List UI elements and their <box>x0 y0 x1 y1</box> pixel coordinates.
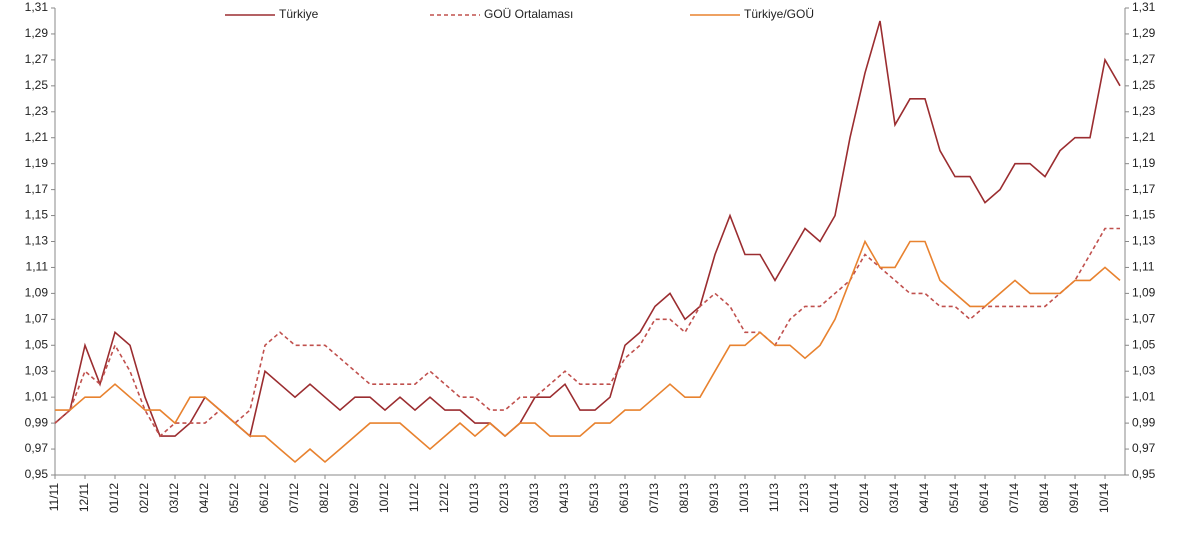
y2-tick-label: 1,23 <box>1132 104 1156 118</box>
x-tick-label: 11/11 <box>47 483 61 512</box>
x-tick-label: 04/13 <box>557 483 571 513</box>
series-line <box>55 239 1121 464</box>
y-tick-label: 1,07 <box>25 312 49 326</box>
x-tick-label: 02/12 <box>137 483 151 513</box>
y-tick-label: 1,23 <box>25 104 49 118</box>
x-tick-label: 08/14 <box>1037 483 1051 513</box>
x-tick-label: 11/13 <box>767 483 781 512</box>
x-tick-label: 07/13 <box>647 483 661 513</box>
x-tick-label: 09/13 <box>707 483 721 513</box>
y-tick-label: 1,15 <box>25 208 49 222</box>
x-tick-label: 07/12 <box>287 483 301 513</box>
y-tick-label: 1,31 <box>25 0 49 14</box>
x-tick-label: 06/13 <box>617 483 631 513</box>
x-tick-label: 05/14 <box>947 483 961 513</box>
y2-tick-label: 1,27 <box>1132 52 1156 66</box>
x-tick-label: 09/12 <box>347 483 361 513</box>
x-tick-label: 06/14 <box>977 483 991 513</box>
y2-tick-label: 1,03 <box>1132 363 1156 377</box>
x-tick-label: 12/12 <box>437 483 451 513</box>
x-tick-label: 03/14 <box>887 483 901 513</box>
y2-tick-label: 1,13 <box>1132 234 1156 248</box>
y2-tick-label: 1,15 <box>1132 208 1156 222</box>
x-tick-label: 02/14 <box>857 483 871 513</box>
x-tick-label: 05/12 <box>227 483 241 513</box>
x-tick-label: 02/13 <box>497 483 511 513</box>
x-tick-label: 10/14 <box>1097 483 1111 513</box>
x-tick-label: 05/13 <box>587 483 601 513</box>
legend-label: Türkiye/GOÜ <box>744 7 814 21</box>
x-tick-label: 12/11 <box>77 483 91 512</box>
y-tick-label: 0,95 <box>25 467 49 481</box>
y-tick-label: 1,05 <box>25 337 49 351</box>
y2-tick-label: 0,97 <box>1132 441 1156 455</box>
x-tick-label: 10/13 <box>737 483 751 513</box>
y2-tick-label: 0,95 <box>1132 467 1156 481</box>
y2-tick-label: 1,09 <box>1132 286 1156 300</box>
y-tick-label: 1,09 <box>25 286 49 300</box>
x-tick-label: 12/13 <box>797 483 811 513</box>
x-tick-label: 03/13 <box>527 483 541 513</box>
y-tick-label: 1,01 <box>25 389 49 403</box>
y-tick-label: 1,27 <box>25 52 49 66</box>
x-tick-label: 01/12 <box>107 483 121 513</box>
y-tick-label: 1,03 <box>25 363 49 377</box>
y-tick-label: 1,11 <box>26 260 49 274</box>
y-tick-label: 1,25 <box>25 78 49 92</box>
x-tick-label: 08/12 <box>317 483 331 513</box>
y2-tick-label: 1,17 <box>1132 182 1156 196</box>
x-tick-label: 01/13 <box>467 483 481 513</box>
x-tick-label: 10/12 <box>377 483 391 513</box>
legend-label: GOÜ Ortalaması <box>484 7 573 21</box>
x-tick-label: 08/13 <box>677 483 691 513</box>
y2-tick-label: 1,07 <box>1132 312 1156 326</box>
y2-tick-label: 1,01 <box>1132 389 1156 403</box>
x-tick-label: 01/14 <box>827 483 841 513</box>
y-tick-label: 1,19 <box>25 156 49 170</box>
x-tick-label: 11/12 <box>407 483 421 512</box>
y2-tick-label: 1,21 <box>1132 130 1156 144</box>
series-line <box>54 20 1121 438</box>
x-tick-label: 07/14 <box>1007 483 1021 513</box>
y2-tick-label: 1,05 <box>1132 337 1156 351</box>
y2-tick-label: 0,99 <box>1132 415 1156 429</box>
y-tick-label: 1,21 <box>25 130 49 144</box>
legend-label: Türkiye <box>279 7 319 21</box>
x-tick-label: 04/14 <box>917 483 931 513</box>
y2-tick-label: 1,19 <box>1132 156 1156 170</box>
y2-tick-label: 1,31 <box>1132 0 1156 14</box>
y2-tick-label: 1,11 <box>1132 260 1155 274</box>
y-tick-label: 1,29 <box>25 26 49 40</box>
y-tick-label: 0,99 <box>25 415 49 429</box>
y-tick-label: 1,17 <box>25 182 49 196</box>
y2-tick-label: 1,25 <box>1132 78 1156 92</box>
x-tick-label: 09/14 <box>1067 483 1081 513</box>
y2-tick-label: 1,29 <box>1132 26 1156 40</box>
y-tick-label: 0,97 <box>25 441 49 455</box>
x-tick-label: 06/12 <box>257 483 271 513</box>
x-tick-label: 03/12 <box>167 483 181 513</box>
y-tick-label: 1,13 <box>25 234 49 248</box>
x-tick-label: 04/12 <box>197 483 211 513</box>
